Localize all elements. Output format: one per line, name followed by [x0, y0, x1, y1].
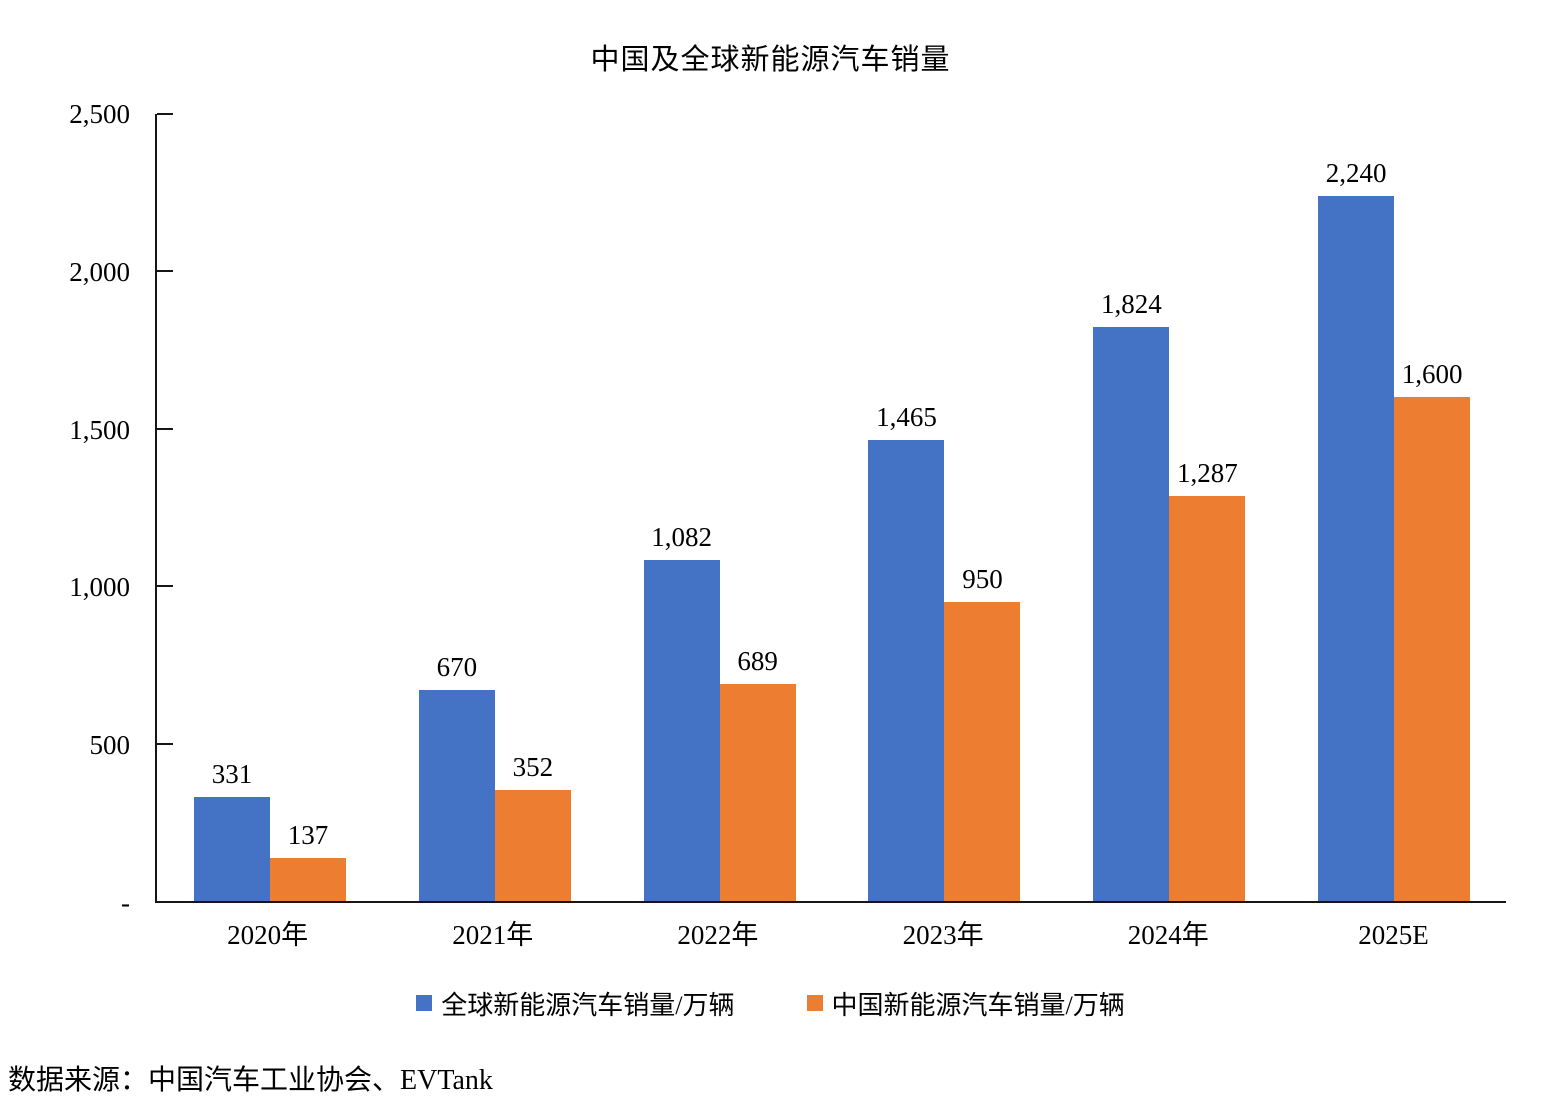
x-axis-labels: 2020年 2021年 2022年 2023年 2024年 2025E [155, 918, 1506, 952]
bar-value-label: 1,600 [1401, 359, 1463, 390]
legend-swatch-icon [806, 995, 823, 1011]
bar-value-label: 352 [512, 752, 554, 783]
bar-groups: 331 137 670 352 1,082 689 1,465 950 1,824 1,287 2,… [157, 114, 1506, 901]
bar-value-label: 950 [962, 563, 1003, 594]
bar-group: 1,824 1,287 [1056, 114, 1281, 901]
bar-value-label: 1,465 [876, 401, 937, 432]
bar-value-label: 1,287 [1176, 457, 1238, 488]
bar [643, 560, 720, 901]
y-tick-label: 1,000 [69, 572, 130, 603]
y-tick-label: 2,500 [69, 99, 130, 129]
source-note: 数据来源：中国汽车工业协会、EVTank [8, 1065, 493, 1096]
x-tick-label: 2021年 [452, 920, 534, 950]
bar [1169, 495, 1246, 901]
bar-value-label: 331 [211, 758, 253, 789]
legend-label: 中国新能源汽车销量/万辆 [831, 990, 1125, 1020]
bar-value-label: 670 [436, 652, 478, 683]
bar [270, 857, 346, 901]
x-tick-label: 2024年 [1127, 920, 1209, 950]
bar-group: 2,240 1,600 [1281, 114, 1506, 901]
bar-group: 1,082 689 [607, 114, 832, 901]
bar-group: 331 137 [157, 114, 382, 901]
y-axis-tick-mark [157, 113, 173, 115]
legend-label: 全球新能源汽车销量/万辆 [441, 990, 735, 1020]
bar [1093, 326, 1170, 901]
chart-title: 中国及全球新能源汽车销量 [590, 44, 951, 76]
bar [1318, 195, 1395, 901]
bar [494, 790, 571, 901]
bar-group: 670 352 [382, 114, 607, 901]
plot-area: 331 137 670 352 1,082 689 1,465 950 1,824 1,287 2,… [155, 113, 1506, 903]
x-tick-label: 2023年 [902, 920, 984, 950]
y-axis-tick-mark [157, 585, 173, 588]
x-tick-label: 2020年 [227, 920, 309, 950]
y-tick-label: 1,500 [69, 414, 130, 445]
bar [1394, 397, 1471, 901]
y-tick-label: 500 [89, 730, 131, 761]
bar-value-label: 2,240 [1325, 157, 1387, 188]
bar [868, 439, 945, 901]
bar [944, 601, 1021, 901]
y-tick-label: - [121, 888, 130, 918]
bar-value-label: 689 [737, 646, 778, 677]
bar-value-label: 1,824 [1100, 288, 1162, 319]
y-axis-labels: - 500 1,000 1,500 2,000 2,500 [0, 99, 131, 918]
bar [194, 796, 270, 901]
bar-group: 1,465 950 [831, 114, 1056, 901]
legend-item: 全球新能源汽车销量/万辆 [416, 985, 735, 1022]
y-axis-tick-mark [157, 270, 173, 273]
x-tick-label: 2025E [1358, 920, 1429, 950]
bar [418, 690, 495, 901]
y-tick-label: 2,000 [69, 256, 130, 287]
legend: 全球新能源汽车销量/万辆 中国新能源汽车销量/万辆 [0, 982, 1541, 1024]
legend-item: 中国新能源汽车销量/万辆 [806, 985, 1125, 1022]
legend-swatch-icon [416, 995, 433, 1011]
bar-value-label: 1,082 [651, 522, 713, 553]
y-axis-tick-mark [157, 742, 173, 745]
y-axis-tick-mark [157, 427, 173, 430]
bar [719, 684, 796, 901]
x-tick-label: 2022年 [677, 920, 759, 950]
bar-value-label: 137 [287, 819, 329, 850]
